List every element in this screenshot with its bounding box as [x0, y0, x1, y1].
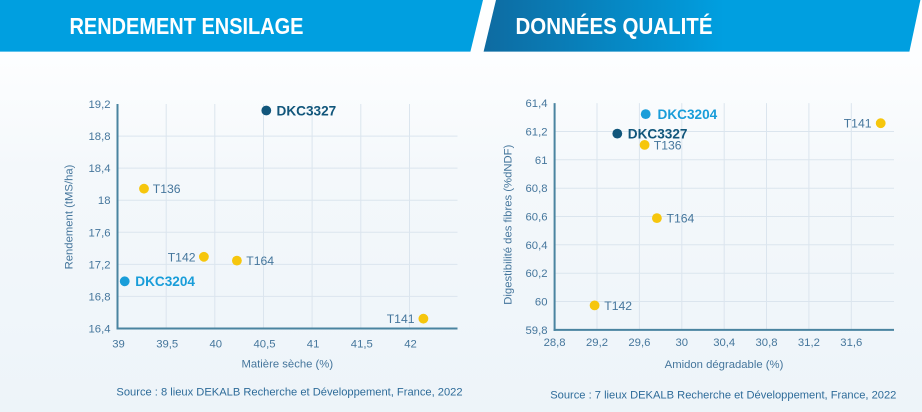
svg-text:60,6: 60,6 — [526, 212, 548, 224]
svg-text:18,8: 18,8 — [89, 131, 111, 143]
svg-text:DONNÉES QUALITÉ: DONNÉES QUALITÉ — [516, 12, 713, 39]
svg-text:DKC3327: DKC3327 — [628, 126, 688, 141]
svg-text:39: 39 — [112, 339, 125, 351]
svg-text:16,4: 16,4 — [89, 324, 111, 336]
svg-text:19,2: 19,2 — [89, 99, 111, 111]
svg-text:17,6: 17,6 — [89, 227, 111, 239]
svg-text:DKC3327: DKC3327 — [277, 103, 337, 118]
svg-text:T141: T141 — [844, 117, 872, 131]
svg-text:41,5: 41,5 — [351, 339, 373, 351]
svg-text:T141: T141 — [387, 312, 415, 326]
svg-text:T136: T136 — [153, 182, 181, 196]
svg-text:31,6: 31,6 — [840, 337, 862, 349]
svg-text:T136: T136 — [654, 139, 682, 153]
svg-text:Digestibilité des fibres (%dND: Digestibilité des fibres (%dNDF) — [503, 144, 515, 304]
svg-text:Rendement (tMS/ha): Rendement (tMS/ha) — [63, 164, 75, 269]
svg-text:T164: T164 — [667, 212, 695, 226]
svg-text:18,4: 18,4 — [89, 163, 111, 175]
svg-text:16,8: 16,8 — [89, 291, 111, 303]
svg-text:17,2: 17,2 — [89, 259, 111, 271]
svg-text:40: 40 — [210, 339, 223, 351]
svg-text:41: 41 — [307, 339, 320, 351]
svg-text:61: 61 — [535, 155, 548, 167]
svg-text:T142: T142 — [604, 299, 632, 313]
svg-text:Amidon dégradable (%): Amidon dégradable (%) — [665, 359, 784, 371]
svg-text:DKC3204: DKC3204 — [135, 274, 195, 289]
svg-text:28,8: 28,8 — [544, 337, 566, 349]
svg-text:Matière sèche (%): Matière sèche (%) — [241, 358, 333, 370]
svg-text:18: 18 — [98, 195, 111, 207]
svg-text:T164: T164 — [246, 254, 274, 268]
svg-text:Source : 8 lieux DEKALB Recher: Source : 8 lieux DEKALB Recherche et Dév… — [116, 387, 462, 399]
svg-text:61,4: 61,4 — [526, 98, 548, 110]
svg-text:60,4: 60,4 — [526, 240, 548, 252]
svg-text:60: 60 — [535, 297, 548, 309]
svg-text:59,8: 59,8 — [526, 325, 548, 337]
svg-text:T142: T142 — [168, 250, 196, 264]
svg-text:31,2: 31,2 — [798, 337, 820, 349]
svg-text:30: 30 — [676, 337, 689, 349]
svg-text:29,2: 29,2 — [586, 337, 608, 349]
svg-text:61,2: 61,2 — [526, 127, 548, 139]
svg-text:RENDEMENT ENSILAGE: RENDEMENT ENSILAGE — [70, 13, 304, 39]
svg-text:30,4: 30,4 — [713, 337, 735, 349]
svg-text:29,6: 29,6 — [628, 337, 650, 349]
svg-text:60,8: 60,8 — [526, 183, 548, 195]
svg-text:30,8: 30,8 — [756, 337, 778, 349]
svg-text:42: 42 — [404, 339, 417, 351]
svg-text:40,5: 40,5 — [254, 339, 276, 351]
svg-text:60,2: 60,2 — [526, 268, 548, 280]
svg-text:Source : 7 lieux DEKALB Recher: Source : 7 lieux DEKALB Recherche et Dév… — [550, 389, 896, 401]
svg-text:39,5: 39,5 — [156, 339, 178, 351]
svg-text:DKC3204: DKC3204 — [658, 107, 718, 122]
